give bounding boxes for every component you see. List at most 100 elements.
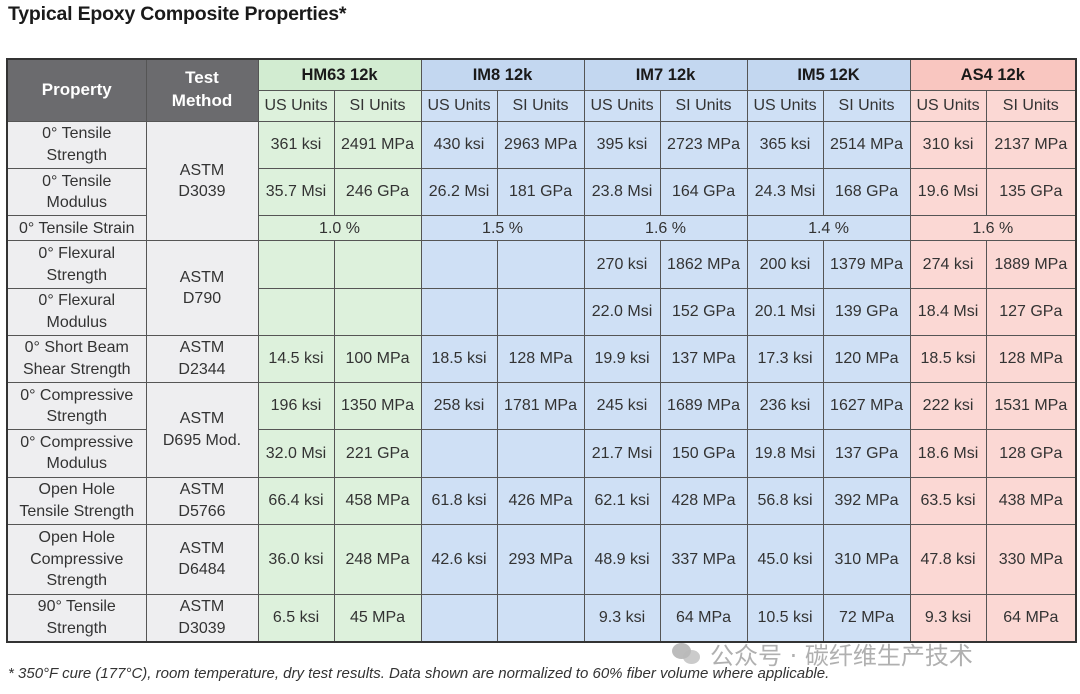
value-cell: 181 GPa [496, 168, 585, 217]
value-cell: 293 MPa [496, 523, 585, 596]
value-cell: 310 ksi [909, 120, 987, 170]
value-cell: 248 MPa [333, 523, 422, 596]
test-method: ASTM D3039 [145, 120, 259, 242]
test-method: ASTM D2344 [145, 334, 259, 384]
value-cell: 22.0 Msi [583, 287, 661, 336]
value-cell: 20.1 Msi [746, 287, 824, 336]
value-cell: 128 MPa [985, 334, 1077, 384]
value-cell: 1889 MPa [985, 240, 1077, 289]
value-cell [420, 240, 498, 289]
value-cell [257, 240, 335, 289]
header-test-method: Test Method [145, 58, 259, 122]
value-cell: 17.3 ksi [746, 334, 824, 384]
table-row: 0° Flexural Modulus 22.0 Msi 152 GPa 20.… [6, 287, 1077, 336]
value-cell: 19.9 ksi [583, 334, 661, 384]
value-cell: 42.6 ksi [420, 523, 498, 596]
page-title: Typical Epoxy Composite Properties* [8, 3, 347, 25]
value-cell: 63.5 ksi [909, 476, 987, 525]
table-row: 0° Tensile Strength ASTM D3039 361 ksi 2… [6, 120, 1077, 242]
property-label: Open Hole Tensile Strength [6, 476, 147, 525]
value-cell: 428 MPa [659, 476, 748, 525]
value-cell: 274 ksi [909, 240, 987, 289]
properties-table: Property Test Method HM63 12k IM8 12k IM… [6, 58, 1078, 643]
value-cell: 246 GPa [333, 168, 422, 217]
merged-value-cell: 1.6 % [583, 215, 748, 242]
value-cell: 1689 MPa [659, 382, 748, 431]
value-cell: 18.6 Msi [909, 429, 987, 478]
value-cell: 18.5 ksi [420, 334, 498, 384]
property-label: 0° Tensile Modulus [6, 168, 147, 217]
header-us-units: US Units [420, 89, 498, 122]
value-cell: 32.0 Msi [257, 429, 335, 478]
table-row: 0° Tensile Strain 1.0 % 1.5 % 1.6 % 1.4 … [6, 215, 1077, 242]
test-method: ASTM D6484 [145, 523, 259, 596]
table-row: 0° Tensile Modulus 35.7 Msi 246 GPa 26.2… [6, 168, 1077, 217]
value-cell: 137 GPa [822, 429, 911, 478]
value-cell: 2723 MPa [659, 120, 748, 170]
value-cell: 1531 MPa [985, 382, 1077, 431]
header-si-units: SI Units [659, 89, 748, 122]
value-cell [496, 429, 585, 478]
value-cell: 128 GPa [985, 429, 1077, 478]
value-cell: 152 GPa [659, 287, 748, 336]
value-cell: 270 ksi [583, 240, 661, 289]
value-cell: 222 ksi [909, 382, 987, 431]
table-row: 0° Flexural Strength ASTM D790 270 ksi 1… [6, 240, 1077, 336]
value-cell: 56.8 ksi [746, 476, 824, 525]
header-fiber-im8: IM8 12k [420, 58, 585, 91]
watermark: 公众号 · 碳纤维生产技术 [672, 636, 973, 671]
value-cell: 168 GPa [822, 168, 911, 217]
header-fiber-im7: IM7 12k [583, 58, 748, 91]
property-label: Open Hole Compressive Strength [6, 523, 147, 596]
value-cell: 72 MPa [822, 594, 911, 643]
value-cell: 47.8 ksi [909, 523, 987, 596]
property-label: 0° Short Beam Shear Strength [6, 334, 147, 384]
value-cell: 45.0 ksi [746, 523, 824, 596]
value-cell: 426 MPa [496, 476, 585, 525]
value-cell: 120 MPa [822, 334, 911, 384]
value-cell: 310 MPa [822, 523, 911, 596]
value-cell: 35.7 Msi [257, 168, 335, 217]
value-cell: 10.5 ksi [746, 594, 824, 643]
footnote: * 350°F cure (177°C), room temperature, … [8, 665, 830, 682]
value-cell: 6.5 ksi [257, 594, 335, 643]
value-cell: 23.8 Msi [583, 168, 661, 217]
value-cell: 14.5 ksi [257, 334, 335, 384]
property-label: 0° Compressive Strength [6, 382, 147, 431]
value-cell: 26.2 Msi [420, 168, 498, 217]
table-row: 0° Short Beam Shear Strength ASTM D2344 … [6, 334, 1077, 384]
value-cell: 137 MPa [659, 334, 748, 384]
property-label: 0° Compressive Modulus [6, 429, 147, 478]
value-cell: 236 ksi [746, 382, 824, 431]
property-label: 0° Flexural Strength [6, 240, 147, 289]
value-cell: 1862 MPa [659, 240, 748, 289]
header-fiber-im5: IM5 12K [746, 58, 911, 91]
header-row-units: US Units SI Units US Units SI Units US U… [7, 89, 1077, 122]
header-fiber-as4: AS4 12k [909, 58, 1077, 91]
value-cell: 196 ksi [257, 382, 335, 431]
header-us-units: US Units [257, 89, 335, 122]
value-cell: 221 GPa [333, 429, 422, 478]
value-cell [420, 594, 498, 643]
value-cell: 430 ksi [420, 120, 498, 170]
value-cell: 2514 MPa [822, 120, 911, 170]
merged-value-cell: 1.5 % [420, 215, 585, 242]
property-label: 0° Tensile Strain [6, 215, 147, 242]
value-cell: 2491 MPa [333, 120, 422, 170]
table-row: 90° Tensile Strength ASTM D3039 6.5 ksi … [6, 594, 1077, 643]
watermark-text: 公众号 · 碳纤维生产技术 [710, 642, 973, 670]
value-cell: 100 MPa [333, 334, 422, 384]
property-label: 90° Tensile Strength [6, 594, 147, 643]
value-cell: 1781 MPa [496, 382, 585, 431]
header-fiber-hm63: HM63 12k [257, 58, 422, 91]
value-cell: 258 ksi [420, 382, 498, 431]
value-cell: 330 MPa [985, 523, 1077, 596]
header-si-units: SI Units [985, 89, 1077, 122]
value-cell: 337 MPa [659, 523, 748, 596]
table-row: Open Hole Tensile Strength ASTM D5766 66… [6, 476, 1077, 525]
value-cell: 164 GPa [659, 168, 748, 217]
value-cell: 200 ksi [746, 240, 824, 289]
value-cell: 21.7 Msi [583, 429, 661, 478]
merged-value-cell: 1.4 % [746, 215, 911, 242]
value-cell: 64 MPa [659, 594, 748, 643]
